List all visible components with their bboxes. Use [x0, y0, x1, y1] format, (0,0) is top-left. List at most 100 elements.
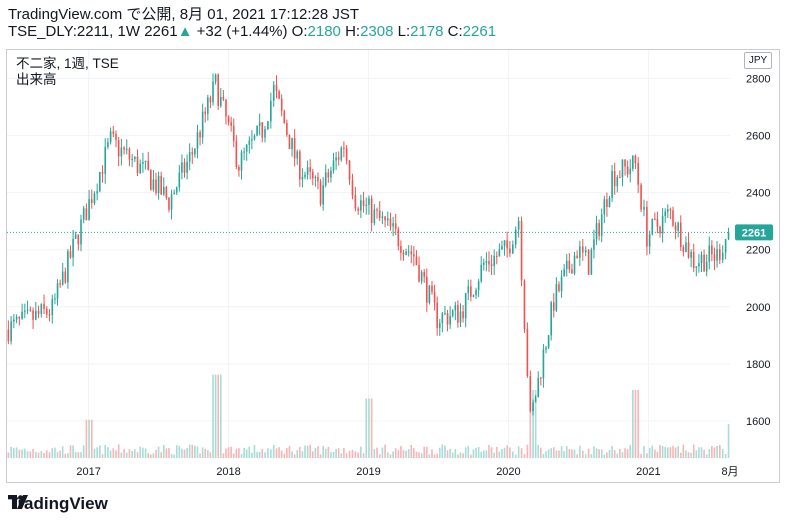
candle — [457, 305, 459, 323]
candle — [565, 260, 568, 270]
candle — [258, 122, 261, 126]
candle — [386, 218, 389, 221]
symbol-interval[interactable]: TSE_DLY:2211, 1W — [8, 23, 141, 40]
volume-bar — [330, 452, 332, 458]
volume-bar — [270, 449, 272, 458]
volume-bar — [125, 452, 128, 458]
candle — [520, 220, 523, 281]
volume-bar — [26, 451, 29, 458]
volume-bar — [467, 446, 470, 458]
y-tick-label: 1800 — [746, 359, 770, 371]
series-legend[interactable]: 不二家, 1週, TSE — [16, 56, 119, 71]
volume-bar — [15, 447, 18, 458]
candle — [64, 271, 67, 283]
candle — [595, 223, 598, 240]
candle — [332, 160, 335, 171]
volume-bar — [532, 390, 534, 458]
volume-bar — [646, 453, 648, 458]
volume-bar — [368, 398, 370, 458]
y-tick-label: 2600 — [746, 131, 770, 143]
volume-bar — [348, 450, 351, 458]
currency-button[interactable]: JPY — [744, 52, 772, 69]
volume-bar — [104, 444, 107, 458]
volume-bar — [10, 446, 12, 458]
volume-bar — [721, 449, 724, 458]
candle — [301, 176, 304, 180]
tradingview-logo[interactable]: TradingView — [8, 495, 108, 513]
volume-bar — [120, 452, 123, 458]
candle — [475, 289, 477, 296]
volume-bar — [495, 446, 498, 458]
volume-bar — [240, 454, 243, 458]
candle — [626, 166, 629, 175]
volume-legend[interactable]: 出来高 — [16, 72, 57, 87]
candle — [235, 141, 238, 167]
chart-frame[interactable] — [6, 49, 780, 483]
volume-bar — [150, 454, 152, 458]
candle — [214, 74, 217, 82]
candle — [324, 172, 327, 186]
candle — [248, 140, 251, 145]
volume-bar — [317, 446, 319, 458]
candle — [376, 209, 378, 211]
candle — [264, 129, 266, 138]
volume-bar — [540, 447, 542, 458]
volume-bar — [288, 446, 291, 458]
volume-bar — [157, 446, 160, 458]
candle — [679, 222, 682, 248]
volume-bar — [56, 452, 59, 458]
candle — [542, 349, 545, 379]
candle — [15, 316, 18, 320]
volume-bar — [160, 452, 162, 458]
candle — [431, 285, 433, 292]
candle — [225, 99, 227, 117]
candle — [402, 252, 405, 255]
open-label: O: — [291, 23, 308, 40]
volume-bar — [7, 452, 10, 458]
volume-bar — [162, 445, 165, 458]
candle — [619, 177, 621, 179]
candle — [593, 239, 595, 250]
volume-bar — [230, 446, 232, 458]
volume-bar — [365, 398, 368, 458]
candle — [501, 246, 503, 250]
candle — [7, 329, 10, 342]
volume-bar — [85, 419, 88, 458]
candle — [51, 299, 54, 316]
volume-bar — [59, 450, 61, 458]
volume-bar — [685, 450, 687, 458]
volume-bar — [677, 446, 679, 458]
candle — [579, 246, 581, 258]
volume-bar — [428, 454, 431, 458]
volume-bar — [637, 390, 639, 458]
volume-bar — [666, 447, 669, 458]
volume-bar — [619, 448, 621, 458]
candle — [18, 316, 21, 319]
candle — [462, 311, 464, 319]
volume-bar — [343, 448, 345, 458]
volume-bar — [272, 444, 275, 458]
candle — [659, 226, 661, 234]
candle — [616, 177, 619, 187]
candle — [147, 160, 150, 171]
volume-bar — [718, 445, 721, 458]
volume-bar — [243, 447, 245, 458]
volume-bar — [563, 451, 565, 458]
candle — [74, 234, 77, 239]
candle — [656, 219, 659, 227]
volume-bar — [123, 448, 125, 458]
candle — [26, 309, 29, 311]
candle — [61, 271, 64, 285]
low-label: L: — [397, 23, 411, 40]
candle — [178, 172, 181, 188]
volume-bar — [74, 452, 77, 458]
candle — [573, 255, 576, 274]
volume-bar — [225, 448, 227, 458]
volume-bar — [457, 454, 459, 458]
volume-bar — [354, 451, 357, 458]
volume-bar — [170, 453, 173, 458]
volume-bar — [603, 454, 606, 458]
volume-bar — [214, 374, 217, 458]
close-label: C: — [447, 23, 463, 40]
